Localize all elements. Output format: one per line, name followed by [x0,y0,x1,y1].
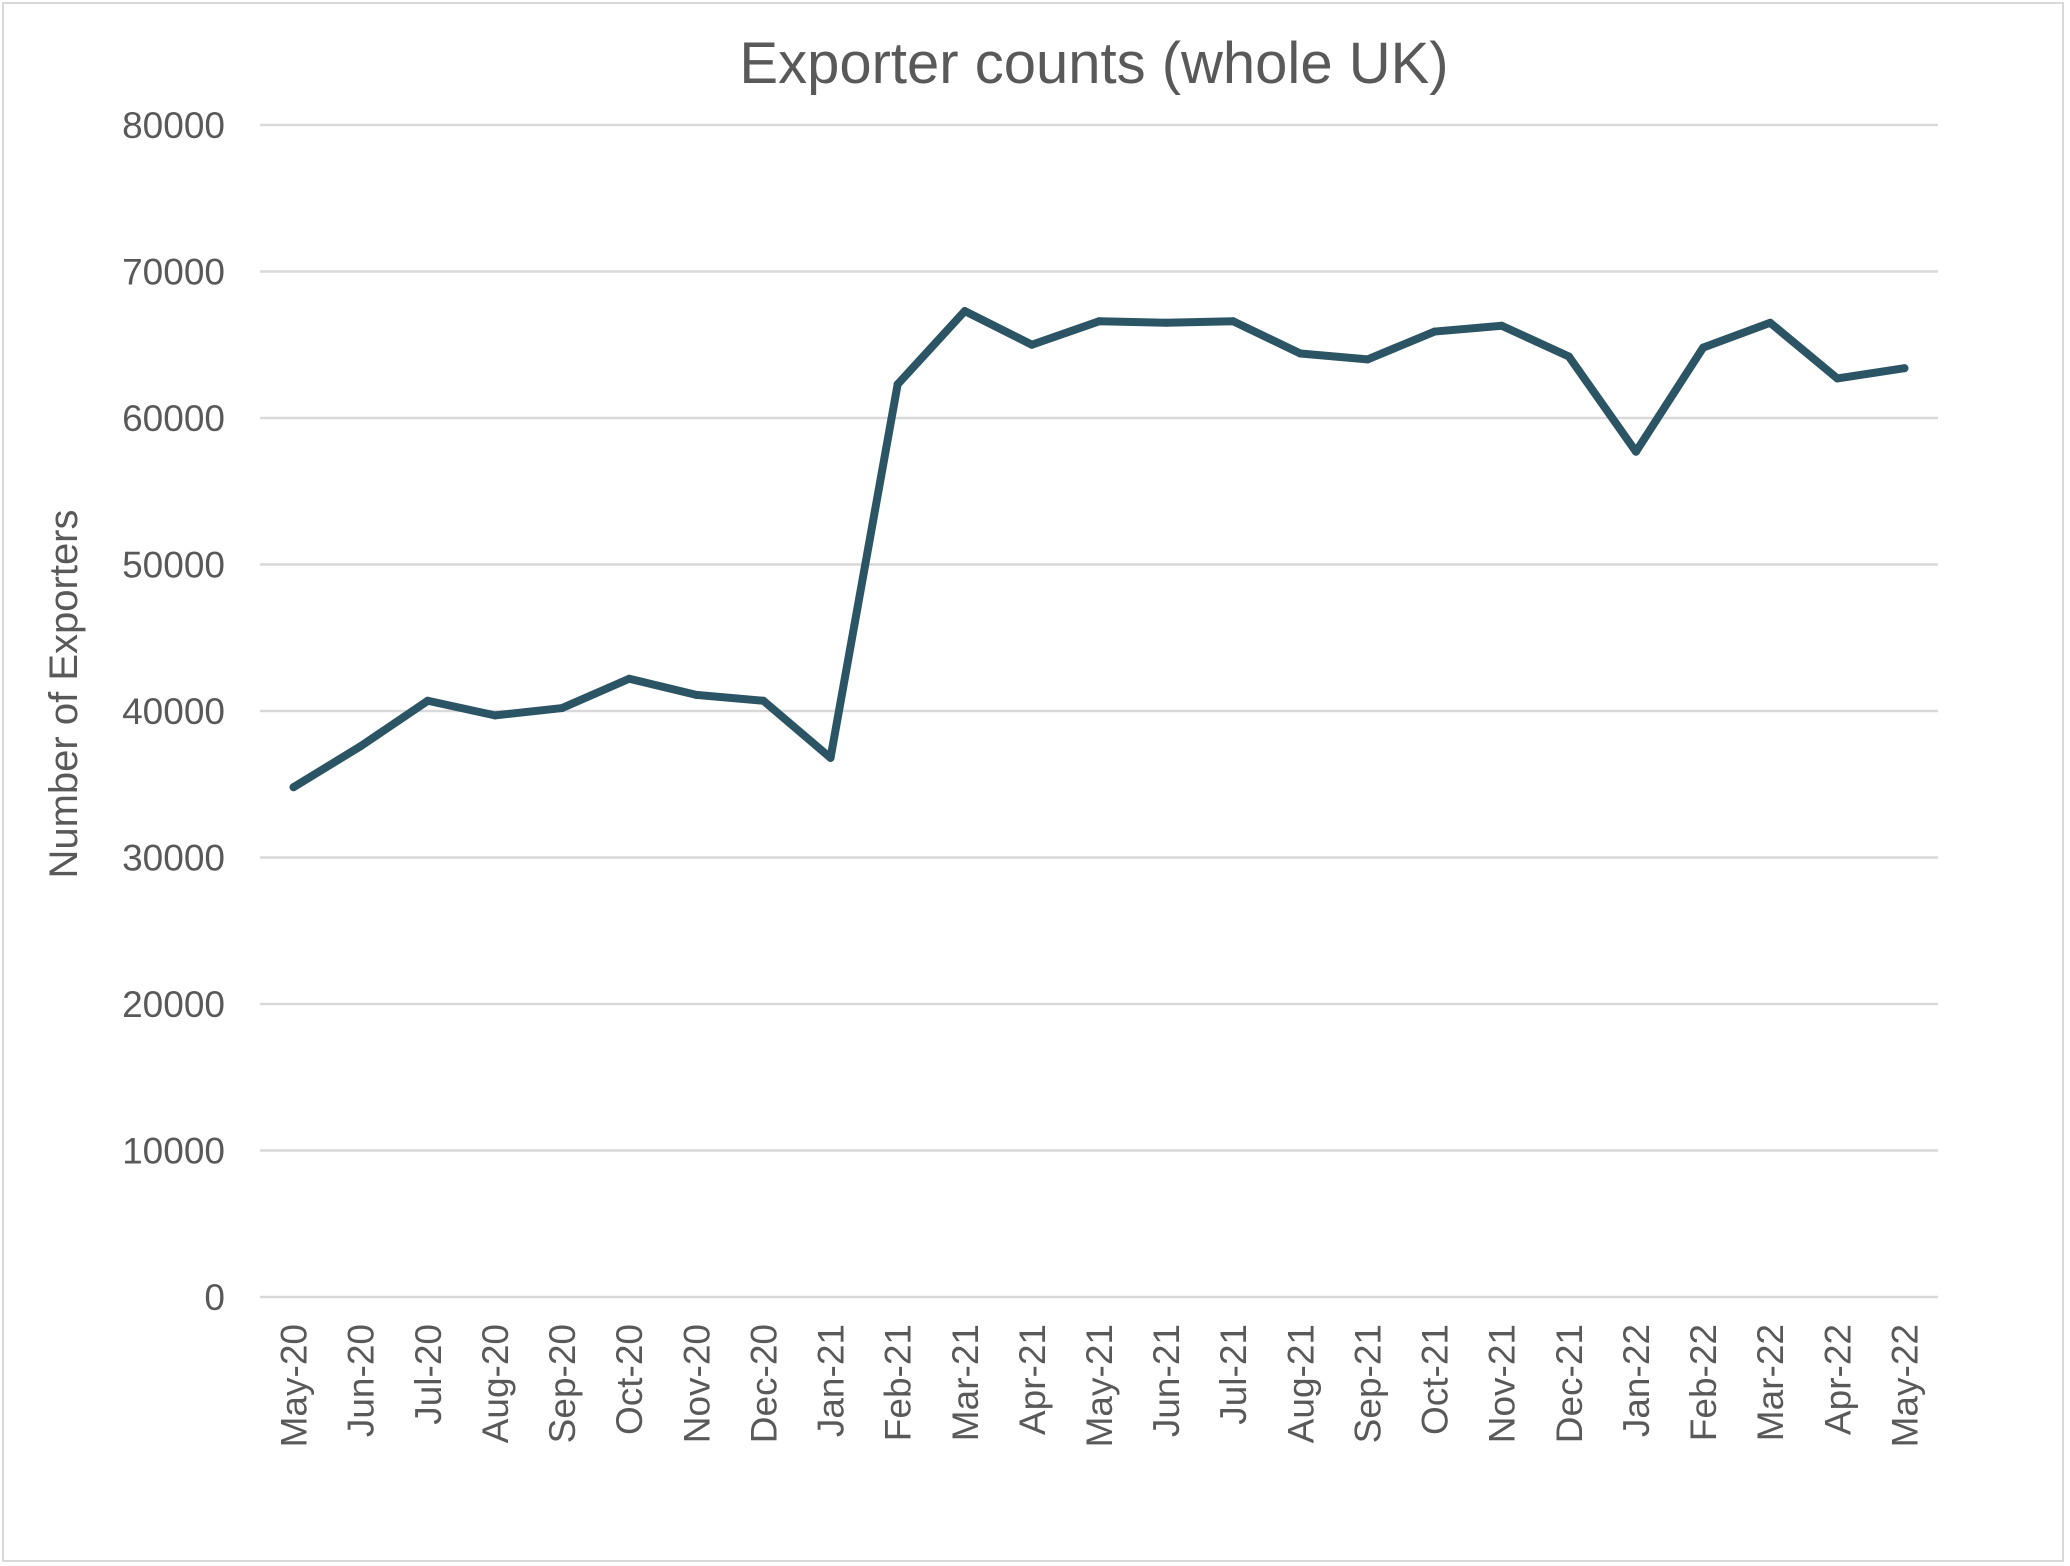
y-tick-label-50000: 50000 [122,545,225,586]
data-point-Nov-21 [1497,321,1506,330]
data-point-Jan-22 [1631,447,1640,456]
x-tick-label-Aug-21: Aug-21 [1280,1324,1321,1443]
x-tick-label-Jun-20: Jun-20 [341,1324,382,1437]
y-tick-label-80000: 80000 [122,105,225,146]
x-tick-label-Feb-21: Feb-21 [878,1324,919,1441]
y-tick-label-70000: 70000 [122,252,225,293]
y-tick-label-0: 0 [204,1277,225,1318]
x-tick-label-May-22: May-22 [1884,1324,1925,1447]
data-point-Sep-20 [558,704,567,713]
data-point-Mar-21 [960,307,969,316]
data-point-May-22 [1900,364,1909,373]
x-tick-label-Jul-20: Jul-20 [408,1324,449,1425]
x-tick-label-Mar-22: Mar-22 [1750,1324,1791,1441]
data-point-Jan-21 [826,753,835,762]
x-tick-label-May-21: May-21 [1079,1324,1120,1447]
x-tick-label-Apr-21: Apr-21 [1012,1324,1053,1435]
x-tick-label-Jan-21: Jan-21 [811,1324,852,1437]
x-tick-label-Feb-22: Feb-22 [1683,1324,1724,1441]
x-tick-label-Nov-21: Nov-21 [1482,1324,1523,1443]
data-point-Apr-21 [1027,340,1036,349]
data-point-Oct-20 [625,674,634,683]
x-tick-label-Dec-20: Dec-20 [743,1324,784,1443]
data-point-Sep-21 [1363,355,1372,364]
data-point-Apr-22 [1833,374,1842,383]
x-tick-label-Jun-21: Jun-21 [1146,1324,1187,1437]
x-tick-label-Nov-20: Nov-20 [676,1324,717,1443]
x-tick-label-Dec-21: Dec-21 [1549,1324,1590,1443]
data-point-Jul-20 [423,696,432,705]
x-tick-label-May-20: May-20 [274,1324,315,1447]
x-tick-label-Sep-21: Sep-21 [1347,1324,1388,1443]
data-point-Jul-21 [1229,317,1238,326]
y-axis-ticks: 0 10000 20000 30000 40000 50000 60000 70000 8000… [122,105,225,1318]
y-tick-label-60000: 60000 [122,398,225,439]
y-axis-title: Number of Exporters [42,509,86,878]
y-tick-label-20000: 20000 [122,984,225,1025]
data-point-Mar-22 [1766,318,1775,327]
y-tick-label-40000: 40000 [122,691,225,732]
series-line-0 [289,307,1909,792]
data-point-Aug-20 [490,711,499,720]
data-point-May-20 [289,783,298,792]
x-tick-label-Oct-20: Oct-20 [609,1324,650,1435]
x-tick-label-Apr-22: Apr-22 [1817,1324,1858,1435]
data-point-Aug-21 [1296,349,1305,358]
data-point-Oct-21 [1430,327,1439,336]
data-point-Jun-21 [1162,318,1171,327]
data-point-Dec-21 [1564,352,1573,361]
x-tick-label-Sep-20: Sep-20 [542,1324,583,1443]
data-point-Nov-20 [692,690,701,699]
data-point-May-21 [1095,317,1103,326]
data-point-Jun-20 [356,742,365,751]
data-point-Dec-20 [759,696,768,705]
series-layer [289,307,1909,792]
x-tick-label-Aug-20: Aug-20 [475,1324,516,1443]
x-tick-label-Jan-22: Jan-22 [1616,1324,1657,1437]
x-tick-label-Jul-21: Jul-21 [1213,1324,1254,1425]
x-tick-label-Oct-21: Oct-21 [1415,1324,1456,1435]
x-tick-label-Mar-21: Mar-21 [945,1324,986,1441]
data-point-Feb-22 [1699,343,1708,352]
data-point-Feb-21 [893,380,902,389]
chart-title: Exporter counts (whole UK) [739,31,1448,96]
y-tick-label-10000: 10000 [122,1131,225,1172]
y-tick-label-30000: 30000 [122,838,225,879]
x-axis-ticks: May-20 Jun-20 Jul-20 Aug-20 Sep-20 Oct-20 Nov-… [274,1324,1926,1447]
